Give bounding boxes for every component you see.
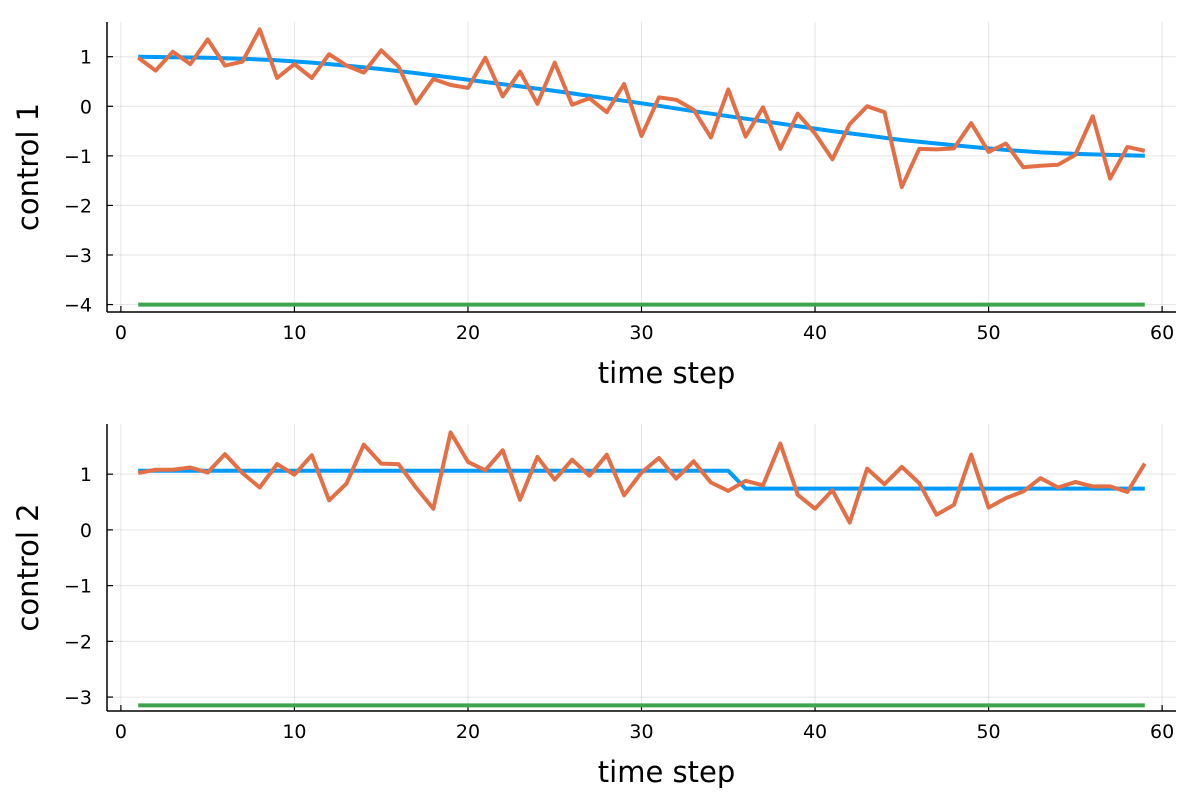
x-tick-label: 60 xyxy=(1150,721,1174,743)
y-tick-label: 1 xyxy=(80,47,92,69)
y-tick-label: −2 xyxy=(64,195,92,217)
y-tick-label: −4 xyxy=(64,295,92,317)
x-tick-label: 50 xyxy=(976,322,1000,344)
x-tick-label: 20 xyxy=(456,322,480,344)
x-axis-label: time step xyxy=(598,356,735,390)
x-tick-label: 30 xyxy=(629,721,653,743)
x-tick-label: 40 xyxy=(803,721,827,743)
x-axis-label: time step xyxy=(598,755,735,789)
series-line-1 xyxy=(138,468,1145,491)
y-axis-label: control 1 xyxy=(11,103,45,231)
x-tick-label: 0 xyxy=(115,322,127,344)
series-line-1 xyxy=(138,54,1145,158)
x-tick-label: 20 xyxy=(456,721,480,743)
y-axis-label: control 2 xyxy=(11,503,45,631)
y-tick-label: 0 xyxy=(80,96,92,118)
x-tick-label: 0 xyxy=(115,721,127,743)
series-line-2 xyxy=(137,27,1146,190)
series-line-2 xyxy=(137,430,1147,525)
y-tick-label: −2 xyxy=(64,631,92,653)
y-tick-label: 1 xyxy=(80,464,92,486)
x-tick-label: 30 xyxy=(629,322,653,344)
x-tick-label: 10 xyxy=(282,721,306,743)
y-tick-label: −3 xyxy=(64,687,92,709)
y-tick-label: 0 xyxy=(80,520,92,542)
y-tick-label: −3 xyxy=(64,245,92,267)
x-tick-label: 40 xyxy=(803,322,827,344)
x-tick-label: 10 xyxy=(282,322,306,344)
y-tick-label: −1 xyxy=(64,576,92,598)
y-tick-label: −1 xyxy=(64,146,92,168)
x-tick-label: 50 xyxy=(976,721,1000,743)
x-tick-label: 60 xyxy=(1150,322,1174,344)
